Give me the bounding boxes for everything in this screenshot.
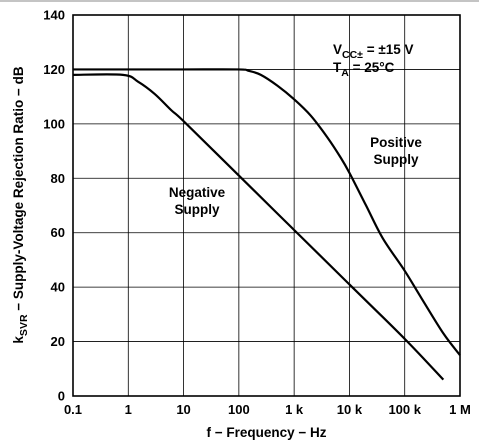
y-tick-label-3: 60	[51, 225, 65, 240]
y-axis-label: kSVR − Supply-Voltage Rejection Ratio − …	[11, 66, 30, 343]
x-tick-label-2: 10	[176, 402, 190, 417]
x-axis-label: f − Frequency − Hz	[206, 425, 326, 440]
y-tick-label-2: 40	[51, 280, 65, 295]
negative-supply-line	[72, 73, 445, 381]
series-lines	[72, 68, 461, 381]
positive-supply-label-line2: Supply	[373, 152, 418, 167]
x-tick-label-6: 100 k	[388, 402, 421, 417]
positive-supply-label-line1: Positive	[370, 135, 422, 150]
x-tick-label-5: 10 k	[337, 402, 363, 417]
negative-supply-label-line1: Negative	[169, 185, 226, 200]
y-tick-label-5: 100	[43, 116, 65, 131]
negative-supply-label-line2: Supply	[174, 202, 219, 217]
vcc-annotation: VCC± = ±15 V	[333, 42, 414, 61]
y-tick-label-0: 0	[58, 389, 65, 404]
x-tick-label-0: 0.1	[64, 402, 82, 417]
y-tick-label-6: 120	[43, 62, 65, 77]
ta-annotation: TA = 25°C	[333, 60, 395, 79]
x-tick-label-3: 100	[228, 402, 250, 417]
positive-supply-line	[73, 68, 461, 356]
grid	[73, 15, 460, 396]
plot-frame	[72, 14, 461, 397]
y-tick-label-7: 140	[43, 8, 65, 23]
y-tick-label-4: 80	[51, 171, 65, 186]
y-tick-label-1: 20	[51, 334, 65, 349]
x-tick-label-7: 1 M	[449, 402, 471, 417]
x-tick-label-1: 1	[125, 402, 132, 417]
y-tick-labels: 0 20 40 60 80 100 120 140	[43, 8, 65, 404]
x-tick-label-4: 1 k	[285, 402, 304, 417]
x-tick-labels: 0.1 1 10 100 1 k 10 k 100 k 1 M	[64, 402, 471, 417]
